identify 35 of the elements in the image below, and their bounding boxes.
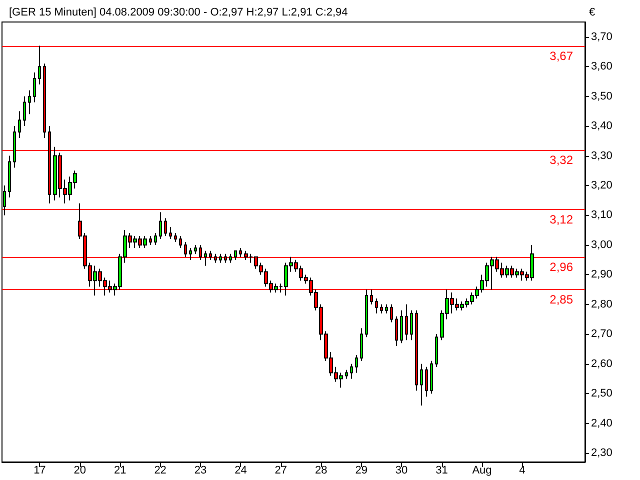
ref-line-label: 3,32 xyxy=(550,152,574,167)
ref-line-label: 3,67 xyxy=(550,48,574,63)
x-tick-label: Aug xyxy=(472,464,492,476)
x-tick-label: 20 xyxy=(74,464,86,476)
y-tick-label: 3,40 xyxy=(591,120,612,132)
x-tick-label: 24 xyxy=(234,464,247,476)
x-tick-label: 30 xyxy=(395,464,408,476)
y-tick-label: 2,60 xyxy=(591,358,612,370)
y-tick-label: 2,50 xyxy=(591,388,612,400)
y-tick-label: 3,60 xyxy=(591,60,612,73)
y-tick-label: 3,70 xyxy=(591,30,612,43)
ref-line-label: 2,85 xyxy=(550,292,574,307)
y-tick-label: 3,10 xyxy=(591,209,612,222)
y-axis-title: € xyxy=(589,6,596,18)
x-tick-label: 17 xyxy=(34,464,46,476)
y-tick-label: 2,70 xyxy=(591,328,612,340)
chart-title: [GER 15 Minuten] 04.08.2009 09:30:00 - O:2,97 H:2,97 L:2,91 C:2,94 xyxy=(9,6,348,18)
x-tick-label: 27 xyxy=(274,464,288,476)
y-tick-label: 3,50 xyxy=(591,90,612,102)
x-tick-label: 31 xyxy=(436,464,448,476)
y-tick-label: 2,30 xyxy=(591,447,612,460)
x-tick-label: 4 xyxy=(519,464,526,476)
x-tick-label: 22 xyxy=(154,464,166,476)
ref-line-label: 2,96 xyxy=(550,260,574,274)
x-tick-label: 21 xyxy=(114,464,126,476)
y-tick-label: 2,40 xyxy=(591,417,612,430)
x-tick-label: 28 xyxy=(315,464,328,476)
y-tick-label: 2,80 xyxy=(591,298,612,310)
y-tick-label: 3,30 xyxy=(591,150,612,162)
x-tick-label: 23 xyxy=(194,464,207,476)
y-tick-label: 3,20 xyxy=(591,180,612,192)
y-tick-label: 2,90 xyxy=(591,268,612,281)
y-tick-label: 3,00 xyxy=(591,238,612,251)
ref-line-label: 3,12 xyxy=(550,212,574,226)
x-tick-label: 29 xyxy=(355,464,368,476)
